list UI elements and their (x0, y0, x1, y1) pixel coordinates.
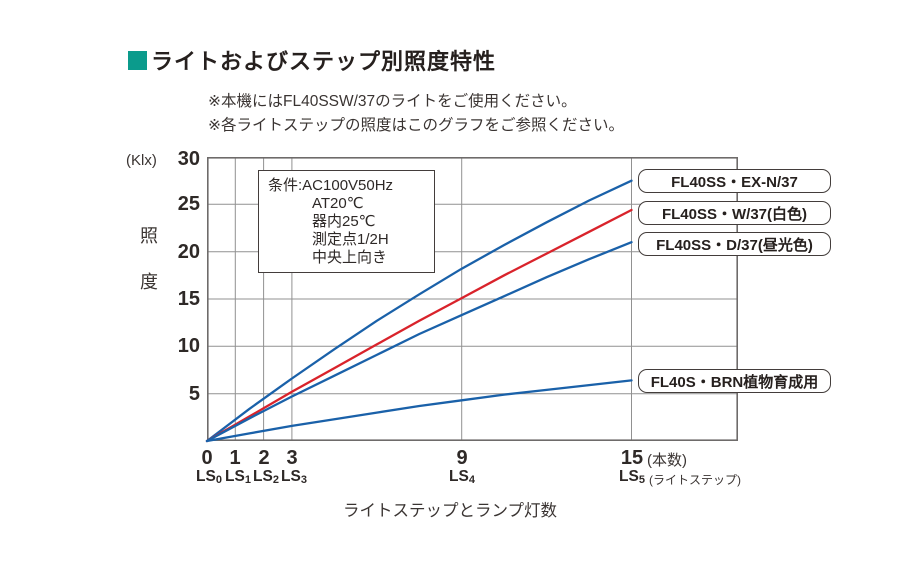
x-tick: 3 (286, 447, 298, 469)
ls-label: LS2 (253, 468, 279, 486)
ls-label: LS4 (449, 468, 475, 486)
note-line: ※各ライトステップの照度はこのグラフをご参照ください。 (208, 117, 624, 134)
y-tick: 15 (177, 288, 200, 310)
legend-label: FL40SS・W/37(白色) (661, 205, 808, 223)
ls-label: LS0 (196, 468, 222, 486)
legend-box-d: FL40SS・D/37(昼光色) (638, 232, 831, 256)
legend-box-brn: FL40S・BRN植物育成用 (638, 369, 831, 393)
series-line-1 (205, 208, 633, 443)
page-title: ライトおよびステップ別照度特性 (151, 49, 497, 74)
x-tick: 9 (456, 447, 468, 469)
ls-axis-suffix: (ライトステップ) (649, 473, 741, 487)
y-axis-name: 照度 (140, 226, 158, 292)
plot-border (207, 157, 739, 441)
ls-label: LS1 (225, 468, 251, 486)
y-tick: 5 (188, 383, 200, 405)
conditions-box: 条件:AC100V50Hz AT20℃ 器内25℃ 測定点1/2H 中央上向き (258, 170, 435, 273)
legend-box-exn: FL40SS・EX-N/37 (638, 169, 831, 193)
y-tick: 25 (177, 193, 200, 215)
x-tick: 15 (620, 447, 644, 469)
x-axis-unit: (本数) (647, 452, 687, 469)
legend-label: FL40S・BRN植物育成用 (650, 373, 819, 391)
y-tick: 20 (177, 241, 200, 263)
y-tick: 30 (177, 148, 200, 170)
note-line: ※本機にはFL40SSW/37のライトをご使用ください。 (208, 93, 577, 110)
series-line-2 (205, 241, 633, 443)
series-line-0 (205, 179, 633, 443)
x-tick: 1 (229, 447, 241, 469)
title-square-icon (128, 51, 147, 70)
condition-line: 測定点1/2H (312, 231, 389, 248)
series-line-3 (205, 379, 633, 443)
legend-box-w: FL40SS・W/37(白色) (638, 201, 831, 225)
x-tick: 0 (201, 447, 213, 469)
ls-label: LS5 (619, 468, 645, 486)
y-axis-unit: (Klx) (126, 152, 157, 169)
condition-line: 条件:AC100V50Hz (268, 177, 394, 194)
legend-label: FL40SS・D/37(昼光色) (656, 236, 813, 254)
y-tick: 10 (177, 335, 200, 357)
condition-line: AT20℃ (312, 195, 364, 212)
ls-label: LS3 (281, 468, 307, 486)
condition-line: 器内25℃ (312, 213, 376, 230)
legend-label: FL40SS・EX-N/37 (671, 173, 798, 191)
condition-line: 中央上向き (312, 249, 388, 266)
x-axis-title: ライトステップとランプ灯数 (342, 502, 557, 520)
x-tick: 2 (258, 447, 270, 469)
